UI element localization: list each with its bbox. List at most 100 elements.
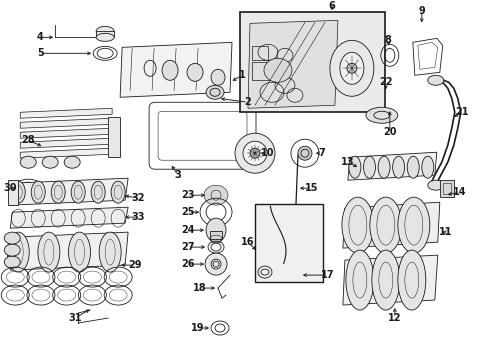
Ellipse shape [341,197,373,253]
Text: 23: 23 [181,190,194,200]
Text: 20: 20 [382,127,396,137]
Text: 29: 29 [128,260,142,270]
Ellipse shape [377,156,389,178]
Bar [108,117,120,157]
Ellipse shape [264,58,291,82]
Ellipse shape [4,232,20,244]
Text: 28: 28 [21,135,35,145]
Polygon shape [20,108,112,118]
Text: 16: 16 [241,237,254,247]
Polygon shape [120,42,231,97]
Bar [96,31,114,37]
Polygon shape [20,148,112,158]
Ellipse shape [4,244,20,256]
Ellipse shape [365,107,397,123]
Text: 12: 12 [387,313,401,323]
Ellipse shape [91,181,105,203]
Text: 4: 4 [37,32,43,42]
Ellipse shape [42,156,58,168]
Ellipse shape [96,33,114,41]
Polygon shape [342,255,437,305]
Ellipse shape [38,232,60,272]
Text: 7: 7 [318,148,325,158]
Text: 2: 2 [244,97,251,107]
Ellipse shape [249,148,260,158]
Text: 22: 22 [378,77,392,87]
Bar [267,65,282,77]
Text: 10: 10 [261,148,274,158]
Polygon shape [342,202,439,248]
Ellipse shape [204,253,226,275]
Text: 5: 5 [37,48,43,58]
Ellipse shape [397,197,429,253]
Bar [210,231,222,239]
Ellipse shape [205,85,224,99]
Ellipse shape [111,181,125,203]
Polygon shape [247,21,337,108]
Ellipse shape [235,133,274,173]
Ellipse shape [371,250,399,310]
Ellipse shape [369,197,401,253]
Ellipse shape [11,181,25,203]
Bar [254,204,322,282]
Text: 15: 15 [305,183,318,193]
Ellipse shape [397,250,425,310]
Ellipse shape [162,60,178,80]
Ellipse shape [345,250,373,310]
Bar [240,12,384,112]
Polygon shape [347,152,436,180]
Text: 30: 30 [3,183,17,193]
Text: 26: 26 [181,259,194,269]
Ellipse shape [203,185,227,205]
Text: 17: 17 [321,270,334,280]
Ellipse shape [392,156,404,178]
Text: 3: 3 [174,170,181,180]
Polygon shape [10,207,128,228]
Polygon shape [10,178,128,205]
Bar [8,180,18,205]
Ellipse shape [68,232,90,272]
Text: 24: 24 [181,225,194,235]
Ellipse shape [99,232,121,272]
Polygon shape [20,138,112,148]
Ellipse shape [205,218,225,242]
Ellipse shape [4,256,20,268]
Text: 31: 31 [68,313,82,323]
Polygon shape [20,118,112,128]
Ellipse shape [407,156,418,178]
Text: 1: 1 [238,70,245,80]
Ellipse shape [339,52,363,84]
Ellipse shape [7,232,29,272]
Text: 13: 13 [341,157,354,167]
Text: 32: 32 [131,193,144,203]
Ellipse shape [427,75,443,85]
Text: 14: 14 [452,187,466,197]
Text: 11: 11 [438,227,451,237]
Text: 9: 9 [418,6,425,16]
Ellipse shape [187,63,203,81]
Text: 27: 27 [181,242,194,252]
Ellipse shape [427,180,443,190]
Text: 18: 18 [193,283,206,293]
Bar [442,183,450,194]
Ellipse shape [20,156,36,168]
Text: 33: 33 [131,212,144,222]
Polygon shape [10,232,128,270]
Ellipse shape [211,69,224,85]
Ellipse shape [64,156,80,168]
Bar [251,46,267,60]
Ellipse shape [31,181,45,203]
Text: 21: 21 [454,107,468,117]
Polygon shape [20,128,112,138]
Bar [439,180,453,197]
Ellipse shape [329,40,373,96]
Ellipse shape [346,63,356,73]
Ellipse shape [243,141,266,165]
Ellipse shape [363,156,375,178]
Ellipse shape [71,181,85,203]
Ellipse shape [348,156,360,178]
Bar [251,62,271,80]
Ellipse shape [421,156,433,178]
Text: 19: 19 [191,323,204,333]
Ellipse shape [297,146,311,160]
